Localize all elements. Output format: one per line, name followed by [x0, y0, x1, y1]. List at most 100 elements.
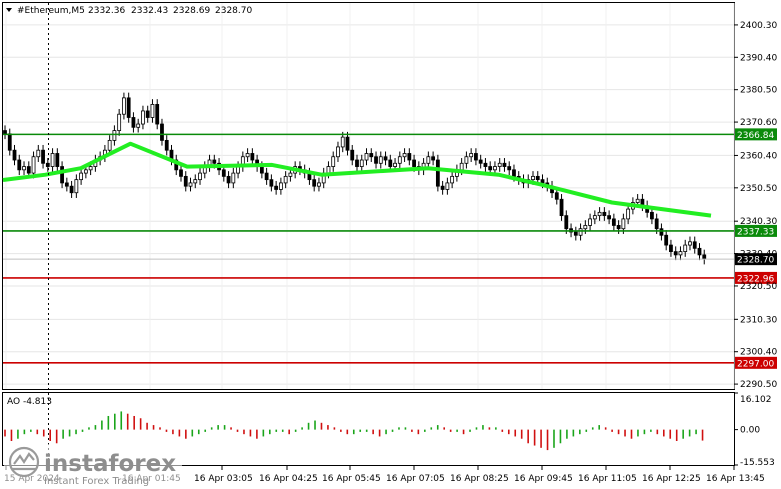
candle-body — [179, 169, 183, 177]
dropdown-triangle-icon[interactable] — [6, 8, 12, 12]
price-tick-label: 2370.60 — [740, 118, 777, 128]
candle-body — [369, 153, 374, 158]
candle-body — [336, 146, 340, 158]
candle-body — [136, 123, 141, 128]
ao-tick-label: 16.102 — [740, 395, 772, 405]
chart-header: #Ethereum,M5 2332.36 2332.43 2328.69 232… — [6, 6, 252, 16]
candle-body — [474, 153, 478, 161]
time-tick-label: 16 Apr 12:25 — [642, 474, 701, 484]
candle-body — [231, 172, 236, 184]
price-tick-label: 2290.50 — [740, 380, 777, 390]
candle-body — [383, 156, 388, 161]
candle-body — [50, 153, 55, 167]
time-tick-label: 16 Apr 04:25 — [259, 474, 318, 484]
candle-body — [692, 241, 697, 249]
svg-text:instaforex: instaforex — [44, 451, 176, 477]
candle-body — [312, 179, 317, 187]
candle-body — [578, 228, 583, 236]
candle-body — [650, 211, 654, 220]
time-tick-label: 16 Apr 07:05 — [386, 474, 445, 484]
candle-body — [673, 251, 678, 256]
candle-body — [597, 211, 602, 217]
grid — [3, 3, 735, 389]
time-tick-label: 16 Apr 08:25 — [450, 474, 509, 484]
candle-body — [41, 149, 45, 164]
ma-line — [2, 141, 712, 218]
candle-body — [198, 172, 202, 181]
candle-body — [702, 254, 707, 260]
level-tag — [735, 224, 777, 237]
time-tick-label: 16 Apr 13:45 — [706, 474, 765, 484]
candle-body — [478, 159, 483, 164]
candle-body — [374, 156, 378, 164]
candle-body — [359, 159, 364, 167]
candle-body — [250, 153, 255, 161]
low-value: 2328.69 — [173, 6, 210, 16]
candle-body — [626, 208, 631, 220]
candle-body — [12, 149, 17, 161]
candle-body — [450, 175, 455, 184]
candle-body — [697, 247, 702, 256]
candle-body — [69, 185, 74, 194]
level-tag — [735, 271, 777, 284]
candle-body — [659, 228, 664, 236]
svg-text:Instant Forex Trading: Instant Forex Trading — [44, 476, 149, 486]
level-lines: 2366.84 2337.33 2322.96 2297.00 2328.70 — [3, 128, 777, 369]
candle-body — [22, 166, 26, 171]
candle-body — [607, 215, 612, 220]
candle-body — [397, 156, 402, 164]
price-tick-label: 2390.40 — [740, 53, 777, 63]
candle-body — [326, 166, 331, 174]
candle-body — [564, 215, 569, 230]
moving-average — [2, 141, 712, 218]
candle-body — [540, 179, 545, 184]
candle-body — [31, 156, 36, 174]
level-tag-label: 2297.00 — [737, 359, 774, 369]
candle-body — [345, 136, 350, 151]
candle-body — [259, 166, 264, 174]
candle-body — [212, 159, 217, 164]
candle-body — [26, 166, 31, 174]
candle-body — [635, 198, 640, 203]
candle-body — [531, 175, 535, 181]
candle-body — [141, 110, 145, 125]
candle-body — [535, 175, 540, 181]
candle-body — [683, 244, 688, 253]
candle-body — [554, 192, 559, 200]
time-tick-label: 16 Apr 09:45 — [514, 474, 573, 484]
candle-body — [331, 156, 336, 167]
candle-body — [621, 218, 626, 230]
candle-body — [402, 153, 407, 158]
ao-axis: 16.102 0.00 -15.553 — [734, 392, 775, 468]
candle-body — [583, 225, 588, 230]
candle-body — [459, 162, 464, 171]
candle-body — [350, 149, 355, 161]
ao-title: AO -4.813 — [7, 397, 52, 407]
candle-body — [88, 166, 93, 171]
candle-body — [79, 172, 84, 181]
price-tick-label: 2350.50 — [740, 184, 777, 194]
candle-body — [393, 162, 397, 167]
candle-body — [3, 130, 7, 135]
instaforex-logo: instaforex Instant Forex Trading — [4, 444, 182, 486]
candle-body — [664, 234, 669, 246]
candle-body — [355, 159, 359, 167]
candle-body — [616, 225, 621, 230]
time-tick-label: 16 Apr 11:05 — [578, 474, 637, 484]
candle-body — [145, 110, 150, 118]
candle-body — [412, 159, 416, 167]
candle-body — [193, 179, 198, 184]
level-tag — [735, 128, 777, 141]
current-price-label: 2328.70 — [737, 256, 774, 266]
candle-body — [274, 185, 279, 190]
candle-body — [588, 218, 592, 226]
price-tick-label: 2330.40 — [740, 250, 777, 260]
candle-body — [435, 159, 440, 187]
candle-body — [264, 172, 269, 181]
candle-body — [407, 153, 412, 161]
candle-body — [278, 182, 283, 190]
time-tick-label: 16 Apr 03:05 — [194, 474, 253, 484]
candle-body — [440, 185, 445, 190]
symbol-label: #Ethereum,M5 — [17, 6, 85, 16]
